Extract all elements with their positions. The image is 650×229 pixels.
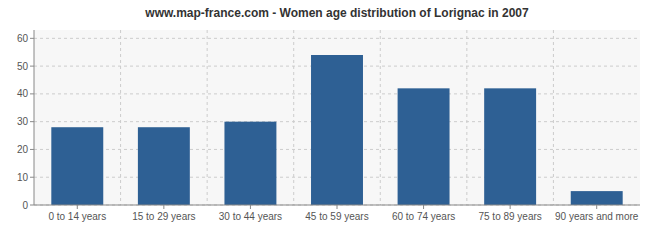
x-tick-label: 75 to 89 years <box>478 211 541 222</box>
plot-background <box>34 30 640 205</box>
y-tick <box>30 121 34 122</box>
y-tick-label: 50 <box>17 61 29 72</box>
y-tick <box>30 93 34 94</box>
y-tick <box>30 177 34 178</box>
category-separator <box>120 30 121 205</box>
category-separator <box>466 30 467 205</box>
y-tick-label: 40 <box>17 88 29 99</box>
bar <box>571 191 623 205</box>
category-separator <box>553 30 554 205</box>
y-tick-label: 30 <box>17 116 29 127</box>
y-tick <box>30 38 34 39</box>
category-separator <box>207 30 208 205</box>
bar <box>398 88 450 205</box>
x-tick-label: 0 to 14 years <box>48 211 106 222</box>
y-tick-label: 20 <box>17 144 29 155</box>
bars <box>51 55 622 205</box>
grid <box>34 30 640 205</box>
bar <box>311 55 363 205</box>
x-tick <box>423 205 424 209</box>
x-tick <box>250 205 251 209</box>
x-tick <box>510 205 511 209</box>
x-tick <box>337 205 338 209</box>
chart-svg: www.map-france.com - Women age distribut… <box>0 0 650 229</box>
category-separator <box>293 30 294 205</box>
x-tick <box>163 205 164 209</box>
y-tick-label: 0 <box>22 200 28 211</box>
x-tick-label: 60 to 74 years <box>392 211 455 222</box>
grid-line <box>34 38 640 39</box>
chart-container: www.map-france.com - Women age distribut… <box>0 0 650 229</box>
x-tick-label: 45 to 59 years <box>305 211 368 222</box>
x-tick <box>77 205 78 209</box>
bar <box>484 88 536 205</box>
y-tick <box>30 66 34 67</box>
y-tick <box>30 205 34 206</box>
x-tick-label: 30 to 44 years <box>219 211 282 222</box>
y-tick-label: 10 <box>17 172 29 183</box>
y-axis-line <box>34 30 35 205</box>
category-separator <box>380 30 381 205</box>
bar <box>224 122 276 205</box>
y-tick-label: 60 <box>17 33 29 44</box>
bar <box>51 127 103 205</box>
x-tick-label: 15 to 29 years <box>132 211 195 222</box>
title: www.map-france.com - Women age distribut… <box>144 6 529 20</box>
y-tick <box>30 149 34 150</box>
bar <box>138 127 190 205</box>
x-tick <box>596 205 597 209</box>
x-tick-label: 90 years and more <box>555 211 639 222</box>
